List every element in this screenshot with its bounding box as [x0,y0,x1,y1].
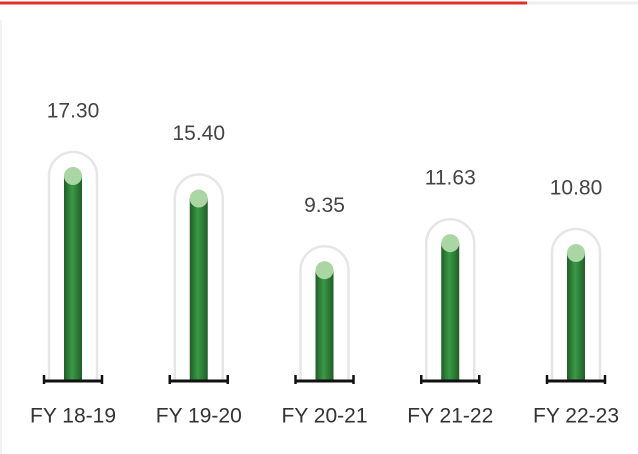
bar [315,270,334,381]
x-tick-label: FY 20-21 [282,405,368,428]
bar-tube [425,218,476,381]
bar-cap [567,244,585,263]
value-label: 10.80 [550,177,603,200]
bar [64,176,82,381]
bar-cap [64,167,82,185]
x-tick-label: FY 18-19 [30,405,116,428]
value-label: 15.40 [172,122,225,145]
value-label: 11.63 [425,167,476,190]
bar-tube [173,173,224,381]
x-tick-label: FY 19-20 [156,405,242,428]
x-tick-label: FY 22-23 [533,405,619,428]
bar-tube [47,150,99,381]
value-label: 9.35 [304,194,345,217]
bar [567,253,585,381]
bar-cap [441,234,460,253]
bar [441,243,460,381]
bar-cap [315,261,334,280]
bar-tube [550,227,602,381]
bar [189,198,208,381]
value-label: 17.30 [47,100,100,123]
x-tick-label: FY 21-22 [407,405,493,428]
bar-cap [189,189,208,208]
bar-tube [299,245,350,381]
